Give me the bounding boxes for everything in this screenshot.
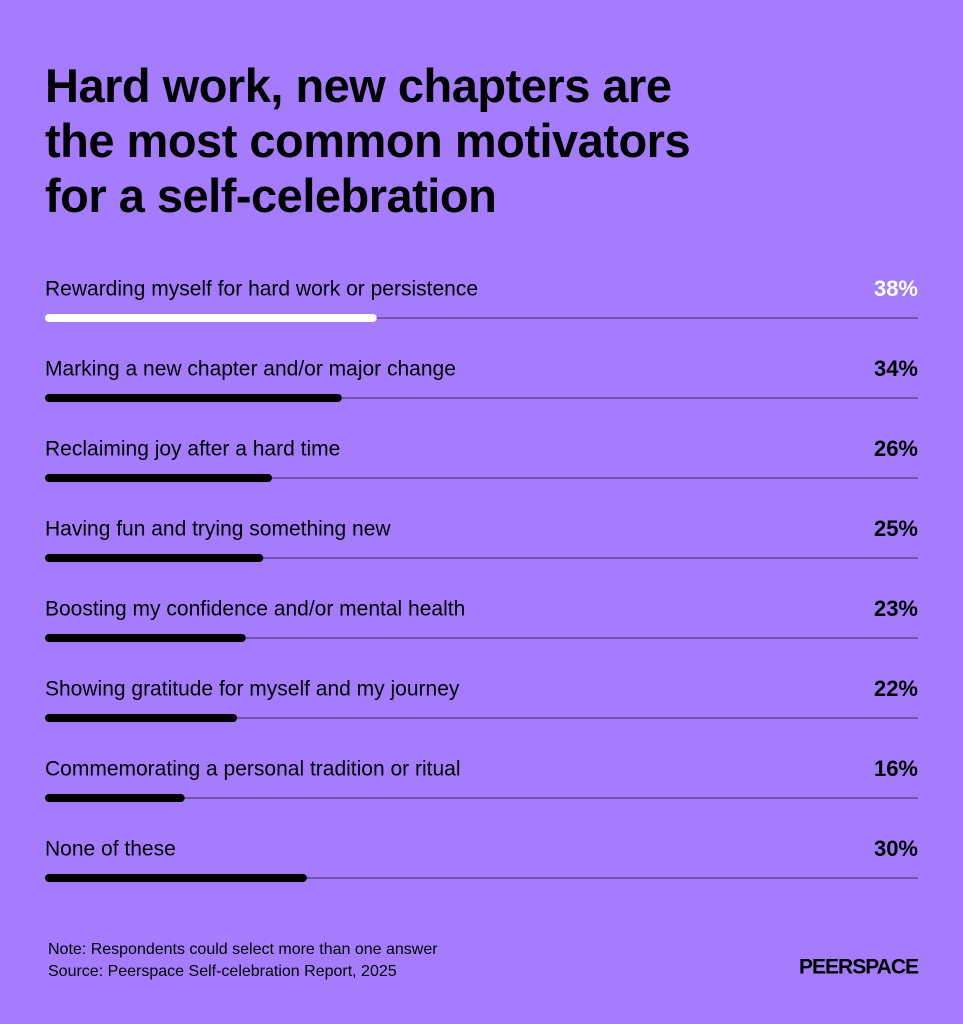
value-label: 23% — [874, 596, 918, 621]
bar — [45, 394, 342, 402]
value-label: 22% — [874, 676, 918, 701]
source: Source: Peerspace Self-celebration Repor… — [48, 963, 397, 980]
category-label: Commemorating a personal tradition or ri… — [45, 758, 461, 781]
category-label: Having fun and trying something new — [45, 518, 391, 541]
category-label: Boosting my confidence and/or mental hea… — [45, 598, 465, 621]
chart-title: Hard work, new chapters are the most com… — [45, 59, 691, 222]
category-label: Reclaiming joy after a hard time — [45, 438, 340, 461]
category-label: None of these — [45, 838, 176, 861]
value-label: 16% — [874, 756, 918, 781]
bar — [45, 554, 264, 562]
value-label: 25% — [874, 516, 918, 541]
bar — [45, 634, 246, 642]
category-label: Rewarding myself for hard work or persis… — [45, 278, 478, 301]
brand-logo: PEERSPACE — [799, 956, 919, 979]
bar — [45, 314, 377, 322]
bar — [45, 714, 238, 722]
bar — [45, 794, 185, 802]
value-label: 30% — [874, 836, 918, 861]
note: Note: Respondents could select more than… — [48, 941, 438, 958]
bar — [45, 874, 307, 882]
value-label: 38% — [874, 276, 918, 301]
category-label: Showing gratitude for myself and my jour… — [45, 678, 460, 701]
value-label: 34% — [874, 356, 918, 381]
bar — [45, 474, 272, 482]
category-label: Marking a new chapter and/or major chang… — [45, 358, 456, 381]
value-label: 26% — [874, 436, 918, 461]
